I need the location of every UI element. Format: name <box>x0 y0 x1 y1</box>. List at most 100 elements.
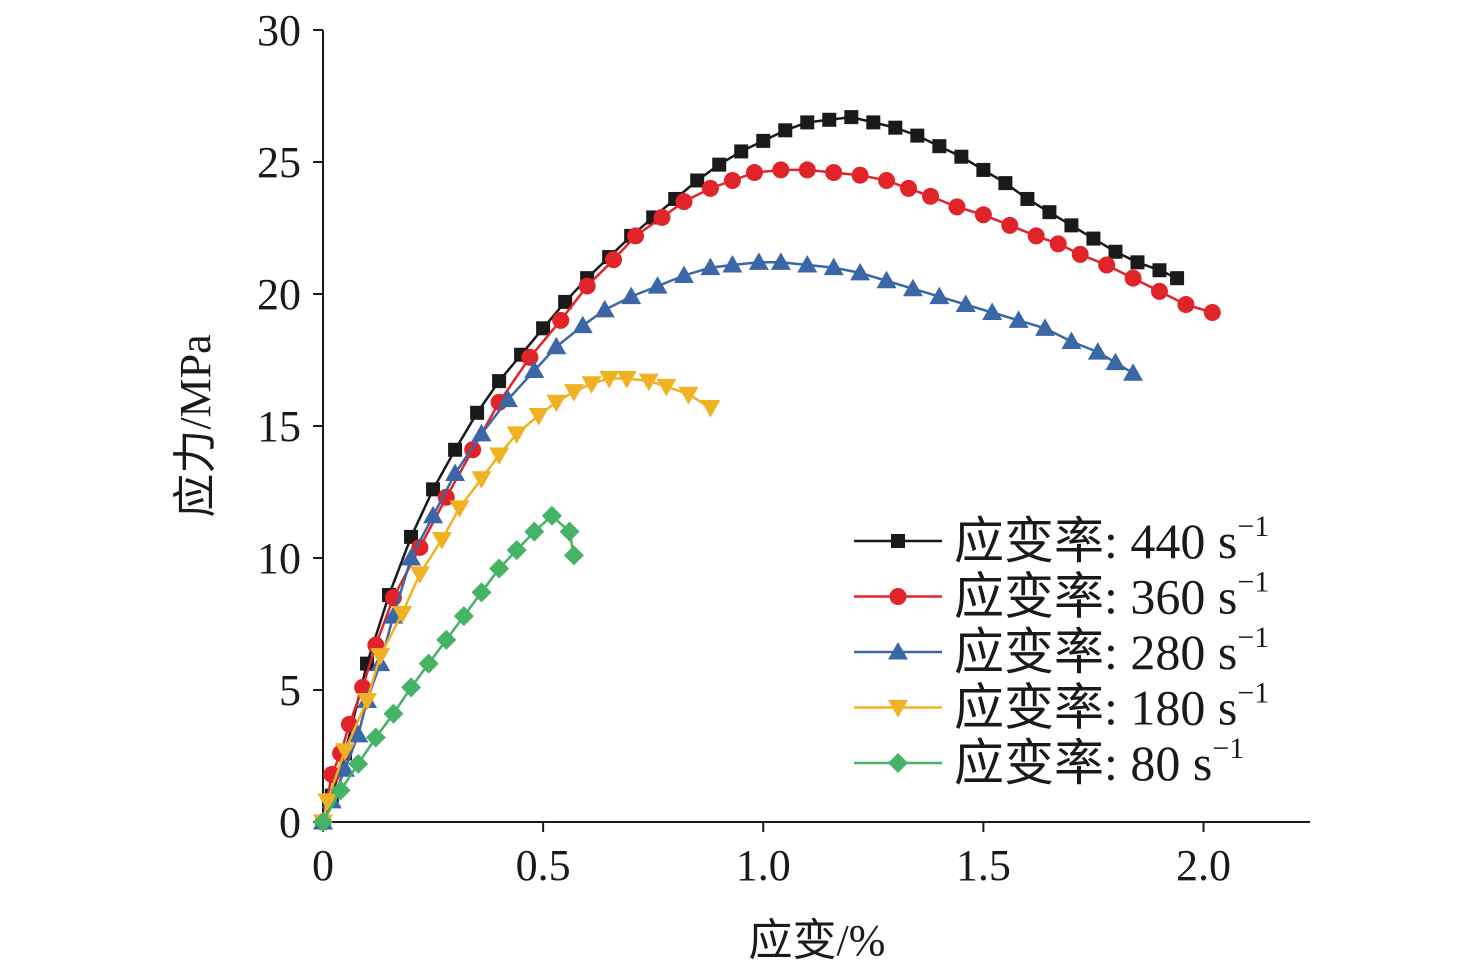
legend-label: 应变率: 360 s−1 <box>954 566 1269 625</box>
data-point <box>876 270 897 289</box>
data-point <box>1061 331 1082 350</box>
data-point <box>700 257 721 276</box>
data-point <box>317 793 338 811</box>
data-point <box>900 179 918 197</box>
legend-label: 应变率: 440 s−1 <box>954 510 1269 569</box>
data-point <box>929 286 950 305</box>
legend-item: 应变率: 360 s−1 <box>854 566 1269 625</box>
data-point <box>563 545 584 566</box>
data-point <box>313 812 333 832</box>
data-point <box>445 463 466 482</box>
data-point <box>932 139 947 154</box>
data-point <box>335 743 356 761</box>
ticks: 0 5 10 15 20 25 30 0 0.5 1.0 1.5 2.0 <box>257 6 1231 890</box>
data-point <box>449 500 470 518</box>
data-point <box>1035 318 1056 336</box>
y-tick-label: 5 <box>279 666 301 715</box>
data-point <box>581 376 602 394</box>
x-tick-label: 2.0 <box>1176 841 1231 890</box>
data-point <box>392 605 413 624</box>
legend-marker <box>888 700 908 718</box>
legend-marker <box>888 753 908 773</box>
data-point <box>1203 303 1221 321</box>
data-point <box>722 254 743 273</box>
data-point <box>1086 231 1101 246</box>
data-point <box>647 276 668 294</box>
data-point <box>497 389 518 408</box>
data-point <box>701 179 719 197</box>
data-point <box>825 164 843 182</box>
data-point <box>426 482 441 497</box>
data-point <box>423 505 444 524</box>
data-point <box>772 161 790 179</box>
data-point <box>357 693 378 711</box>
data-point <box>954 149 969 164</box>
data-point <box>541 505 562 526</box>
data-point <box>982 302 1003 320</box>
data-point <box>756 133 771 148</box>
series-4 <box>313 505 584 832</box>
data-point <box>1064 218 1079 233</box>
data-point <box>678 386 699 405</box>
x-tick-label: 0.5 <box>516 841 571 890</box>
data-point <box>330 780 351 801</box>
data-point <box>1124 269 1142 287</box>
data-point <box>800 115 815 130</box>
data-point <box>1008 310 1029 328</box>
data-point <box>431 532 452 550</box>
data-point <box>878 171 896 189</box>
data-point <box>712 157 727 172</box>
data-point <box>409 566 430 584</box>
data-point <box>1177 296 1195 314</box>
data-point <box>471 471 492 489</box>
data-point <box>888 120 903 135</box>
data-point <box>528 407 549 426</box>
data-point <box>401 548 422 566</box>
data-point <box>621 286 642 305</box>
y-tick-label: 15 <box>257 402 301 451</box>
y-tick-label: 20 <box>257 270 301 319</box>
data-point <box>627 227 645 245</box>
data-point <box>506 540 527 561</box>
data-point <box>404 529 419 544</box>
data-point <box>578 277 596 295</box>
data-point <box>471 582 492 603</box>
data-point <box>1152 263 1167 278</box>
data-point <box>675 193 693 211</box>
data-point <box>448 442 463 457</box>
data-point <box>674 265 695 284</box>
data-point <box>653 208 671 226</box>
data-point <box>902 278 923 297</box>
legend-item: 应变率: 180 s−1 <box>854 677 1269 736</box>
data-point <box>1108 244 1123 259</box>
data-point <box>1049 235 1067 253</box>
data-point <box>401 677 422 698</box>
legend-label: 应变率: 180 s−1 <box>954 677 1269 736</box>
data-point <box>348 753 369 774</box>
data-point <box>851 166 869 184</box>
data-point <box>546 394 567 413</box>
data-point <box>524 521 545 542</box>
data-point <box>492 374 507 389</box>
data-point <box>559 521 580 542</box>
data-point <box>690 173 705 188</box>
legend-marker <box>891 534 905 548</box>
data-point <box>778 123 793 138</box>
data-point <box>922 187 940 205</box>
data-point <box>998 176 1013 191</box>
data-point <box>594 299 615 318</box>
data-point <box>1130 255 1145 270</box>
data-point <box>489 558 510 579</box>
data-point <box>822 112 837 127</box>
data-point <box>524 360 545 379</box>
data-point <box>723 171 741 189</box>
legend-label: 应变率: 280 s−1 <box>954 621 1269 680</box>
data-point <box>616 370 637 389</box>
data-point <box>974 206 992 224</box>
legend-item: 应变率: 80 s−1 <box>854 732 1244 791</box>
x-axis-title: 应变/% <box>749 916 886 965</box>
data-point <box>866 115 881 130</box>
series-line <box>321 514 576 823</box>
data-point <box>1098 256 1116 274</box>
